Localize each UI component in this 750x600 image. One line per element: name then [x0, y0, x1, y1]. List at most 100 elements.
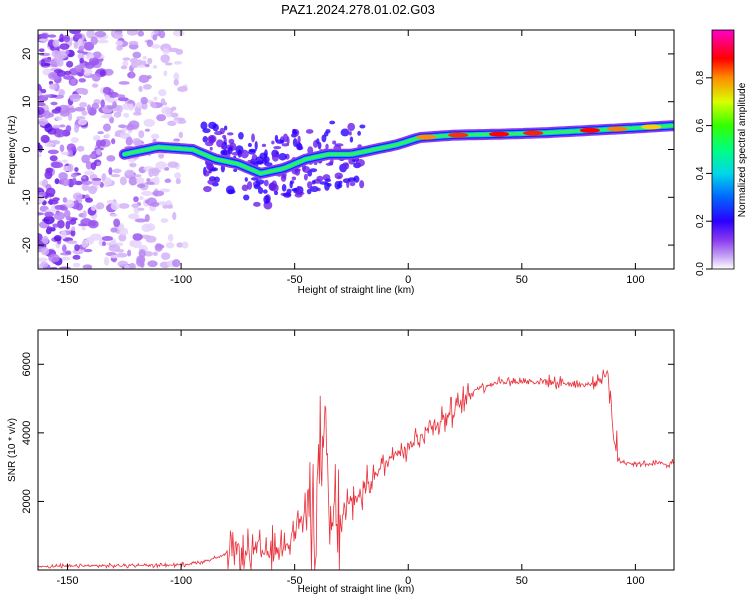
signal-blob [220, 144, 225, 150]
noise-blob [96, 202, 105, 210]
x-tick-label: 100 [626, 575, 644, 587]
noise-blob [50, 161, 61, 168]
signal-blob [283, 192, 292, 198]
noise-blob [41, 235, 49, 244]
noise-blob [119, 227, 129, 236]
colorbar-tick-label: 0.4 [695, 166, 706, 180]
noise-blob [81, 226, 87, 231]
noise-blob [52, 223, 59, 228]
signal-blob [262, 189, 268, 194]
noise-blob [40, 88, 47, 94]
signal-blob [240, 149, 249, 159]
signal-blob [309, 168, 318, 173]
noise-blob [88, 153, 97, 159]
signal-blob [264, 162, 273, 167]
noise-blob [131, 203, 139, 208]
noise-blob [132, 174, 142, 178]
noise-blob [138, 130, 145, 139]
noise-blob [83, 248, 93, 253]
noise-blob [72, 262, 81, 268]
noise-blob [48, 198, 54, 206]
noise-blob [106, 155, 116, 162]
noise-blob [76, 116, 86, 120]
noise-blob [81, 175, 87, 180]
noise-blob [101, 241, 107, 246]
signal-blob [238, 131, 244, 140]
noise-blob [103, 68, 114, 76]
signal-blob [227, 146, 233, 155]
noise-blob [54, 53, 62, 63]
noise-blob [145, 235, 157, 243]
noise-blob [142, 84, 152, 90]
noise-blob [60, 256, 71, 261]
signal-blob [275, 139, 285, 144]
noise-blob [151, 167, 160, 177]
noise-blob [94, 30, 107, 38]
noise-blob [58, 266, 71, 269]
spectrogram-x-axis-label: Height of straight line (km) [298, 285, 415, 296]
noise-blob [136, 258, 145, 267]
noise-blob [65, 220, 71, 230]
noise-blob [63, 75, 75, 80]
signal-blob [334, 143, 344, 147]
signal-blob [202, 136, 208, 143]
noise-blob [38, 144, 43, 153]
noise-blob [110, 227, 118, 233]
noise-blob [38, 118, 49, 126]
signal-blob [349, 181, 356, 187]
noise-blob [59, 124, 66, 128]
noise-blob [146, 39, 154, 48]
noise-blob [144, 251, 154, 257]
noise-blob [81, 110, 88, 116]
noise-blob [85, 161, 93, 170]
noise-blob [140, 60, 147, 66]
noise-blob [155, 161, 167, 170]
noise-blob [134, 218, 147, 223]
spectrogram-y-axis-label: Frequency (Hz) [7, 116, 18, 185]
signal-blob [226, 132, 234, 136]
noise-blob [86, 104, 92, 113]
x-tick-label: 0 [405, 274, 411, 286]
noise-blob [153, 30, 159, 34]
noise-blob [138, 85, 143, 93]
signal-blob [255, 179, 265, 185]
noise-blob [74, 124, 80, 133]
y-tick-label: -20 [21, 237, 33, 253]
noise-blob [43, 110, 51, 119]
signal-blob [271, 153, 279, 162]
noise-blob [61, 177, 70, 187]
noise-blob [173, 79, 179, 86]
noise-blob [56, 128, 62, 138]
signal-blob [317, 141, 322, 150]
signal-blob [338, 180, 343, 185]
noise-blob [152, 190, 165, 197]
signal-blob [353, 175, 360, 183]
signal-blob [223, 125, 228, 131]
noise-blob [47, 149, 59, 155]
noise-blob [116, 252, 128, 258]
noise-blob [144, 214, 150, 223]
noise-blob [160, 54, 170, 63]
noise-blob [91, 102, 100, 110]
noise-blob [81, 183, 90, 192]
signal-blob [203, 170, 210, 177]
signal-blob [303, 173, 308, 181]
spectrogram-image [38, 30, 674, 269]
noise-blob [70, 229, 76, 237]
noise-blob [66, 60, 74, 68]
signal-blob [207, 179, 217, 185]
noise-blob [70, 137, 79, 143]
noise-blob [152, 34, 158, 41]
noise-blob [121, 103, 133, 110]
x-tick-label: 50 [516, 575, 528, 587]
signal-blob [328, 161, 333, 166]
noise-blob [40, 246, 50, 256]
noise-blob [143, 118, 155, 127]
noise-blob [72, 254, 81, 260]
noise-blob [47, 34, 57, 38]
noise-blob [105, 133, 111, 139]
noise-blob [146, 197, 157, 207]
colorbar-tick-label: 0.0 [695, 262, 706, 276]
